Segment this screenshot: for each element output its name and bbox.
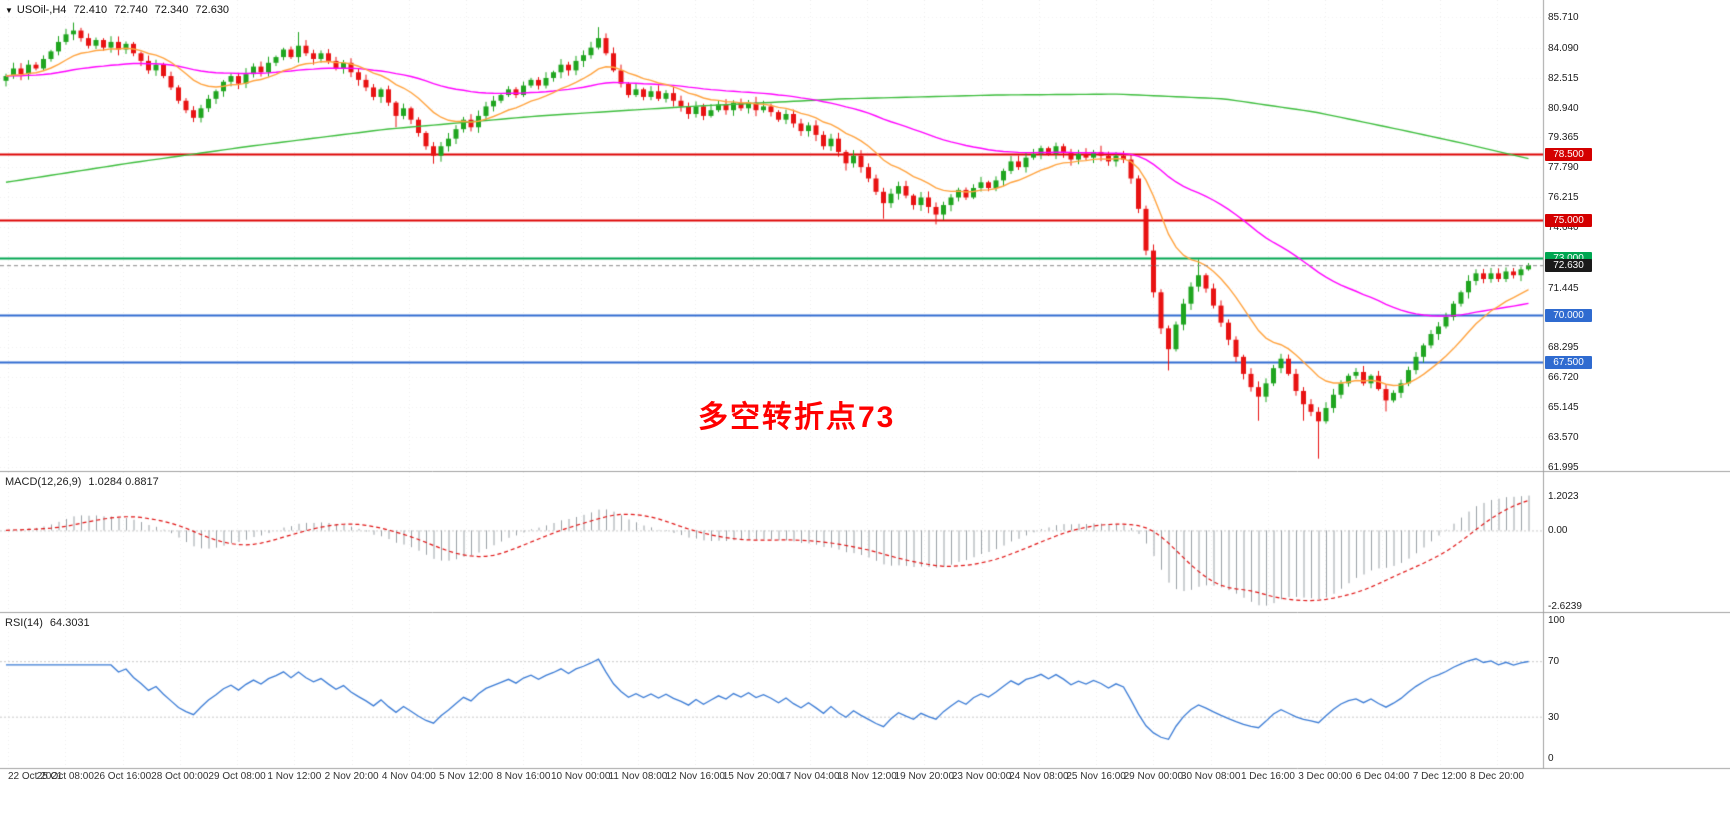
symbol-info: ▼ USOil-,H4 72.410 72.740 72.340 72.630 (5, 4, 236, 16)
ohlc-close: 72.630 (195, 4, 230, 16)
ohlc-low: 72.340 (154, 4, 189, 16)
symbol-dropdown-icon[interactable]: ▼ (5, 6, 13, 15)
symbol-title: USOil-,H4 (16, 4, 67, 16)
rsi-indicator-label: RSI(14) 64.3031 (5, 617, 97, 629)
macd-values: 1.0284 0.8817 (88, 476, 159, 488)
macd-name: MACD(12,26,9) (5, 476, 82, 488)
rsi-name: RSI(14) (5, 617, 43, 629)
rsi-value: 64.3031 (49, 617, 90, 629)
ohlc-open: 72.410 (73, 4, 108, 16)
annotation-text: 多空转折点73 (698, 401, 896, 434)
macd-indicator-label: MACD(12,26,9) 1.0284 0.8817 (5, 476, 166, 488)
ohlc-high: 72.740 (114, 4, 148, 16)
